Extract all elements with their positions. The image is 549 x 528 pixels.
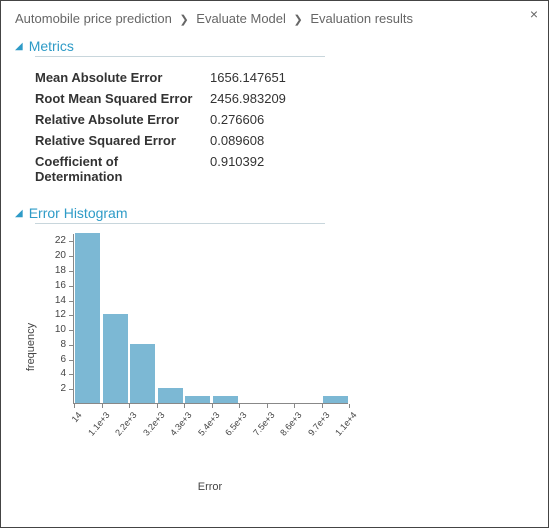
histogram-bar bbox=[213, 396, 238, 403]
metric-value: 1656.147651 bbox=[210, 67, 292, 88]
x-tick bbox=[212, 404, 213, 408]
metric-label: Relative Squared Error bbox=[35, 130, 210, 151]
histogram-bar bbox=[323, 396, 348, 403]
histogram-bar bbox=[103, 314, 128, 403]
x-tick-label: 2.2e+3 bbox=[113, 410, 139, 438]
section-title: Metrics bbox=[29, 38, 74, 54]
x-tick-label: 6.5e+3 bbox=[223, 410, 249, 438]
x-tick bbox=[322, 404, 323, 408]
histogram-bar bbox=[75, 233, 100, 403]
metric-value: 0.276606 bbox=[210, 109, 292, 130]
x-tick bbox=[184, 404, 185, 408]
y-tick-label: 16 bbox=[55, 280, 66, 291]
metrics-table: Mean Absolute Error1656.147651Root Mean … bbox=[35, 67, 292, 187]
histogram-bar bbox=[130, 344, 155, 403]
y-tick-label: 18 bbox=[55, 265, 66, 276]
metric-label: Root Mean Squared Error bbox=[35, 88, 210, 109]
section-underline bbox=[35, 56, 325, 57]
x-tick bbox=[102, 404, 103, 408]
x-tick-label: 3.2e+3 bbox=[141, 410, 167, 438]
x-tick-label: 14 bbox=[70, 410, 84, 424]
metric-label: Coefficient of Determination bbox=[35, 151, 210, 187]
histogram-section-header[interactable]: ◢ Error Histogram bbox=[15, 205, 534, 221]
histogram-bar bbox=[158, 388, 183, 403]
breadcrumb-item: Evaluation results bbox=[310, 11, 413, 26]
y-tick-label: 22 bbox=[55, 235, 66, 246]
y-tick-label: 6 bbox=[60, 354, 66, 365]
x-tick-label: 8.6e+3 bbox=[278, 410, 304, 438]
section-title: Error Histogram bbox=[29, 205, 128, 221]
x-tick-label: 7.5e+3 bbox=[251, 410, 277, 438]
x-tick bbox=[129, 404, 130, 408]
metric-value: 2456.983209 bbox=[210, 88, 292, 109]
metric-row: Relative Squared Error0.089608 bbox=[35, 130, 292, 151]
metric-label: Relative Absolute Error bbox=[35, 109, 210, 130]
x-tick bbox=[74, 404, 75, 408]
x-tick bbox=[294, 404, 295, 408]
y-tick-label: 10 bbox=[55, 324, 66, 335]
x-axis-label: Error bbox=[198, 481, 222, 493]
metric-row: Root Mean Squared Error2456.983209 bbox=[35, 88, 292, 109]
x-tick bbox=[157, 404, 158, 408]
chevron-right-icon: ❯ bbox=[294, 14, 303, 26]
caret-down-icon: ◢ bbox=[15, 41, 23, 52]
chevron-right-icon: ❯ bbox=[179, 14, 188, 26]
y-tick-label: 20 bbox=[55, 250, 66, 261]
y-tick-label: 2 bbox=[60, 383, 66, 394]
y-axis-label: frequency bbox=[25, 322, 37, 370]
results-panel: × Automobile price prediction ❯ Evaluate… bbox=[0, 0, 549, 528]
x-tick-label: 1.1e+3 bbox=[86, 410, 112, 438]
breadcrumb: Automobile price prediction ❯ Evaluate M… bbox=[15, 9, 534, 34]
metric-row: Relative Absolute Error0.276606 bbox=[35, 109, 292, 130]
plot-area: 246810121416182022141.1e+32.2e+33.2e+34.… bbox=[73, 234, 348, 404]
metric-row: Mean Absolute Error1656.147651 bbox=[35, 67, 292, 88]
metric-label: Mean Absolute Error bbox=[35, 67, 210, 88]
y-tick-label: 14 bbox=[55, 295, 66, 306]
close-icon[interactable]: × bbox=[530, 7, 538, 21]
breadcrumb-item[interactable]: Evaluate Model bbox=[196, 11, 286, 26]
x-tick bbox=[267, 404, 268, 408]
x-tick-label: 4.3e+3 bbox=[168, 410, 194, 438]
x-tick bbox=[349, 404, 350, 408]
y-tick-label: 8 bbox=[60, 339, 66, 350]
caret-down-icon: ◢ bbox=[15, 208, 23, 219]
metric-value: 0.910392 bbox=[210, 151, 292, 187]
x-tick-label: 1.1e+4 bbox=[333, 410, 359, 438]
x-tick-label: 9.7e+3 bbox=[306, 410, 332, 438]
metric-value: 0.089608 bbox=[210, 130, 292, 151]
breadcrumb-item[interactable]: Automobile price prediction bbox=[15, 11, 172, 26]
y-tick-label: 4 bbox=[60, 368, 66, 379]
y-tick-label: 12 bbox=[55, 309, 66, 320]
x-tick-label: 5.4e+3 bbox=[196, 410, 222, 438]
metrics-section-header[interactable]: ◢ Metrics bbox=[15, 38, 534, 54]
x-tick bbox=[239, 404, 240, 408]
error-histogram-chart: frequency 246810121416182022141.1e+32.2e… bbox=[45, 234, 375, 459]
metric-row: Coefficient of Determination0.910392 bbox=[35, 151, 292, 187]
section-underline bbox=[35, 223, 325, 224]
histogram-bar bbox=[185, 396, 210, 403]
